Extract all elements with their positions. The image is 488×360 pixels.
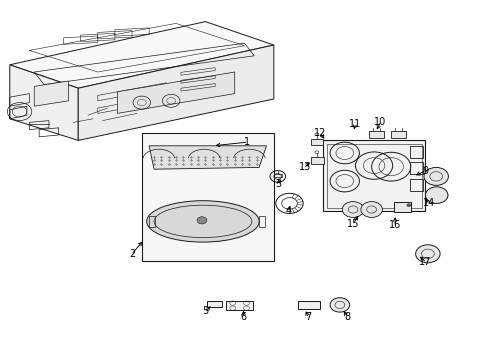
- Text: 11: 11: [348, 119, 361, 129]
- Text: 16: 16: [388, 220, 401, 230]
- Text: 6: 6: [240, 312, 246, 322]
- Text: 5: 5: [202, 306, 208, 316]
- Circle shape: [415, 245, 439, 263]
- Text: 17: 17: [418, 257, 431, 267]
- Text: 2: 2: [129, 249, 135, 259]
- Ellipse shape: [146, 201, 259, 242]
- Polygon shape: [206, 301, 222, 307]
- Polygon shape: [310, 139, 322, 145]
- Polygon shape: [273, 174, 281, 177]
- Circle shape: [423, 167, 447, 185]
- Text: 12: 12: [313, 128, 326, 138]
- Circle shape: [342, 202, 363, 217]
- Circle shape: [197, 217, 206, 224]
- Circle shape: [406, 204, 410, 207]
- Polygon shape: [297, 301, 319, 309]
- Text: 9: 9: [422, 166, 427, 176]
- FancyBboxPatch shape: [142, 133, 273, 261]
- Polygon shape: [310, 157, 323, 164]
- Text: 10: 10: [373, 117, 386, 127]
- Polygon shape: [34, 81, 68, 106]
- Polygon shape: [10, 22, 273, 88]
- Polygon shape: [393, 202, 410, 212]
- Polygon shape: [225, 301, 253, 310]
- Text: 3: 3: [275, 179, 281, 189]
- Text: 14: 14: [422, 198, 434, 208]
- Polygon shape: [390, 131, 405, 138]
- Text: 1: 1: [244, 137, 249, 147]
- Polygon shape: [149, 146, 266, 169]
- Polygon shape: [322, 140, 425, 211]
- Text: 7: 7: [305, 312, 310, 322]
- Text: 4: 4: [285, 206, 291, 216]
- Polygon shape: [10, 65, 78, 140]
- Text: 8: 8: [344, 312, 349, 322]
- Text: 15: 15: [346, 219, 359, 229]
- Polygon shape: [368, 131, 383, 138]
- Circle shape: [360, 202, 382, 217]
- Polygon shape: [78, 45, 273, 140]
- Text: 13: 13: [298, 162, 310, 172]
- Circle shape: [425, 187, 447, 203]
- Circle shape: [329, 298, 349, 312]
- Polygon shape: [117, 72, 234, 113]
